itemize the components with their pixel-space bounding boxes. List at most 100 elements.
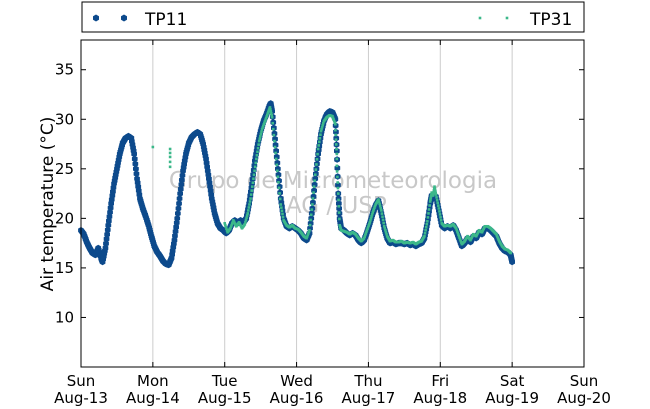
legend: TP11 TP31 [81, 1, 585, 33]
data-point-tp31 [335, 164, 339, 168]
data-point-tp31 [257, 143, 260, 146]
data-point-tp31 [246, 209, 250, 212]
data-point-tp31 [333, 121, 337, 124]
data-point-tp31 [256, 150, 259, 154]
data-point-tp31 [317, 144, 321, 147]
x-tick-label-day: Fri [431, 372, 449, 390]
data-point-tp31 [269, 108, 272, 111]
data-point-tp31 [335, 170, 339, 173]
data-point-tp31 [248, 203, 251, 206]
data-point-tp31 [384, 230, 388, 234]
data-point-tp31 [244, 220, 247, 224]
y-tick-label: 10 [55, 308, 74, 326]
data-point-tp31 [168, 160, 172, 164]
series-tp31 [151, 106, 513, 255]
x-tick-label-day: Sun [570, 372, 599, 390]
data-point-tp31 [253, 165, 257, 169]
data-point-tp31 [168, 155, 172, 159]
data-point-tp31 [312, 191, 315, 194]
data-point-tp11 [131, 155, 138, 163]
data-point-tp31 [366, 225, 370, 229]
data-point-tp31 [370, 213, 374, 216]
data-point-tp31 [275, 163, 279, 167]
data-point-tp31 [249, 193, 253, 196]
y-tick-label: 35 [55, 61, 74, 79]
data-point-tp31 [334, 138, 338, 141]
data-point-tp31 [367, 222, 371, 226]
data-point-tp31 [263, 119, 267, 123]
data-point-tp31 [223, 223, 227, 227]
data-point-tp31 [428, 200, 432, 203]
data-point-tp31 [306, 233, 310, 237]
data-point-tp31 [336, 175, 339, 179]
data-point-tp31 [317, 140, 321, 144]
data-point-tp31 [432, 190, 435, 194]
data-point-tp31 [168, 165, 172, 169]
data-point-tp11 [132, 160, 139, 168]
data-point-tp31 [439, 219, 443, 222]
data-point-tp31 [384, 228, 387, 232]
data-point-tp31 [281, 215, 285, 219]
x-tick-label-day: Sat [500, 372, 525, 390]
data-point-tp31 [260, 127, 264, 131]
data-point-tp31 [455, 228, 458, 232]
legend-frame [81, 1, 585, 33]
data-point-tp31 [309, 213, 313, 217]
data-point-tp31 [316, 147, 320, 151]
data-point-tp11 [335, 195, 342, 202]
data-point-tp31 [366, 227, 369, 230]
legend-marker-tp11 [93, 14, 99, 22]
data-point-tp31 [257, 139, 261, 143]
data-point-tp31 [276, 175, 280, 179]
data-point-tp31 [280, 206, 283, 209]
data-point-tp31 [331, 116, 335, 120]
data-point-tp31 [424, 225, 428, 229]
y-tick-label: 15 [55, 259, 74, 277]
data-point-tp31 [252, 177, 255, 181]
data-point-tp31 [336, 181, 339, 184]
data-point-tp31 [309, 218, 312, 222]
data-point-tp31 [367, 224, 371, 227]
data-point-tp31 [319, 133, 322, 137]
data-point-tp31 [248, 200, 252, 203]
data-point-tp31 [363, 233, 367, 237]
data-point-tp31 [368, 221, 372, 224]
plot-frame [80, 39, 585, 368]
data-point-tp31 [335, 147, 338, 151]
data-point-tp31 [334, 128, 337, 132]
data-point-tp31 [265, 115, 268, 118]
y-axis-title: Air temperature (°C) [38, 117, 58, 292]
data-point-tp31 [377, 198, 380, 201]
data-point-tp31 [321, 123, 325, 127]
data-point-tp31 [281, 212, 284, 216]
data-point-tp31 [260, 130, 263, 133]
data-point-tp31 [385, 232, 388, 236]
data-point-tp31 [380, 209, 383, 212]
x-tick-label-day: Sun [67, 372, 96, 390]
data-point-tp31 [434, 193, 438, 196]
x-tick-label-date: Aug-13 [54, 389, 108, 407]
data-point-tp31 [436, 201, 439, 205]
data-point-tp31 [425, 223, 429, 226]
data-point-tp31 [307, 232, 310, 235]
data-point-tp31 [261, 126, 264, 129]
data-point-tp31 [432, 192, 435, 196]
data-point-tp31 [496, 235, 499, 239]
data-point-tp31 [362, 236, 366, 240]
data-point-tp11 [175, 210, 181, 217]
data-point-tp31 [434, 190, 437, 193]
x-tick-label-date: Aug-19 [485, 389, 539, 407]
data-point-tp31 [256, 146, 260, 150]
data-point-tp31 [428, 204, 431, 207]
data-point-tp31 [426, 220, 429, 223]
data-point-tp31 [308, 223, 312, 227]
data-point-tp31 [279, 203, 283, 206]
data-point-tp31 [315, 163, 318, 166]
data-point-tp31 [373, 206, 376, 209]
data-point-tp31 [276, 169, 279, 173]
data-point-tp31 [168, 151, 172, 155]
data-point-tp31 [509, 251, 513, 255]
data-point-tp31 [259, 132, 263, 136]
data-point-tp11 [509, 258, 515, 266]
